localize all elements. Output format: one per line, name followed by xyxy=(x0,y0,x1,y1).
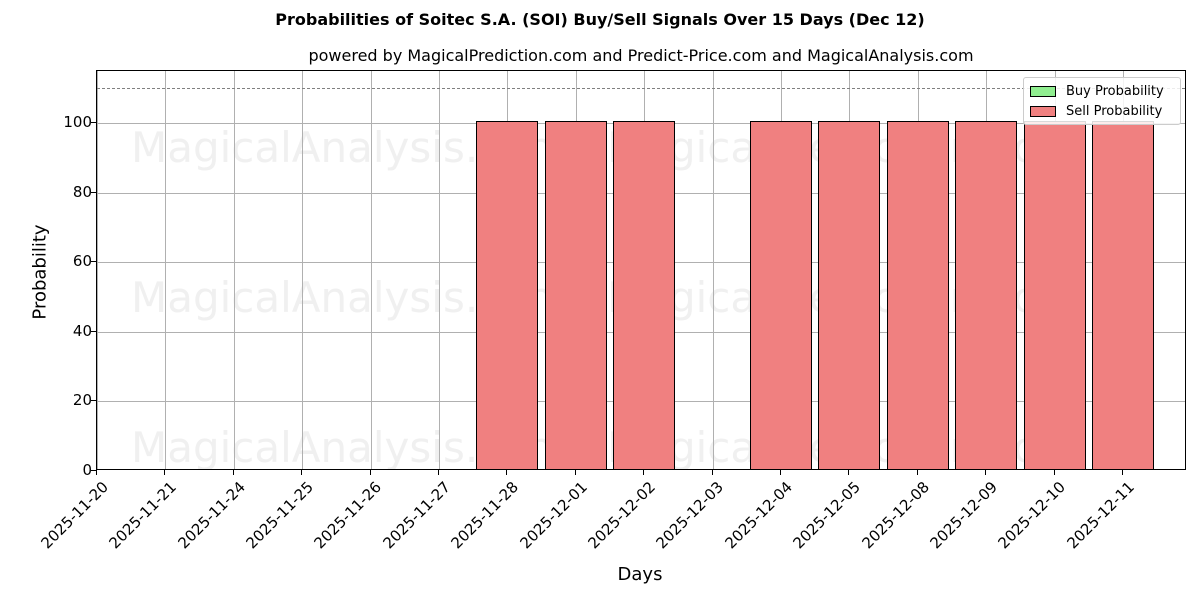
y-tick-label: 20 xyxy=(72,391,92,410)
y-tick-mark xyxy=(91,261,96,263)
reference-line xyxy=(97,88,1185,90)
x-tick-label: 2025-11-27 xyxy=(379,478,454,553)
x-tick-label: 2025-12-11 xyxy=(1063,478,1138,553)
x-tick-mark xyxy=(1122,470,1123,475)
sell-probability-bar xyxy=(1023,121,1086,469)
sell-swatch-icon xyxy=(1030,105,1056,117)
sell-probability-bar xyxy=(750,121,812,469)
legend-item-buy: Buy Probability xyxy=(1030,83,1164,99)
x-tick-mark xyxy=(711,470,713,475)
chart-title: Probabilities of Soitec S.A. (SOI) Buy/S… xyxy=(275,10,925,29)
x-tick-label: 2025-11-24 xyxy=(174,478,249,553)
gridline-vertical xyxy=(439,71,440,469)
plot-area: MagicalAnalysis.comMagicalPrediction.com… xyxy=(96,70,1186,470)
x-tick-mark xyxy=(848,470,850,475)
y-tick-label: 100 xyxy=(63,113,92,132)
x-tick-mark xyxy=(574,470,576,475)
x-tick-mark xyxy=(301,470,303,475)
legend-label-sell: Sell Probability xyxy=(1066,103,1163,119)
legend: Buy Probability Sell Probability xyxy=(1023,77,1181,125)
x-tick-mark xyxy=(506,470,508,475)
x-tick-mark xyxy=(369,470,371,475)
x-tick-label: 2025-11-20 xyxy=(37,478,112,553)
gridline-vertical xyxy=(302,71,304,469)
y-tick-mark xyxy=(91,400,96,402)
buy-swatch-icon xyxy=(1030,85,1056,97)
y-tick-mark xyxy=(91,191,96,193)
y-tick-label: 40 xyxy=(72,321,92,340)
x-tick-label: 2025-12-05 xyxy=(789,478,865,553)
chart-subtitle: powered by MagicalPrediction.com and Pre… xyxy=(308,46,974,65)
gridline-vertical xyxy=(97,71,98,469)
y-tick-mark xyxy=(91,470,96,471)
sell-probability-bar xyxy=(544,121,607,469)
x-tick-label: 2025-11-26 xyxy=(310,478,386,553)
x-tick-mark xyxy=(916,470,918,475)
x-tick-label: 2025-12-10 xyxy=(994,478,1070,553)
x-axis-label: Days xyxy=(617,564,663,585)
x-tick-mark xyxy=(438,470,439,475)
legend-item-sell: Sell Probability xyxy=(1030,103,1162,119)
x-tick-mark xyxy=(1053,470,1055,475)
gridline-vertical xyxy=(370,71,372,469)
x-tick-label: 2025-12-02 xyxy=(584,478,659,553)
x-tick-mark xyxy=(232,470,234,475)
sell-probability-bar xyxy=(1092,121,1154,469)
gridline-vertical xyxy=(165,71,167,469)
sell-probability-bar xyxy=(613,121,676,469)
sell-probability-bar xyxy=(955,121,1018,469)
x-tick-mark xyxy=(780,470,781,475)
gridline-vertical xyxy=(712,71,714,469)
x-tick-label: 2025-12-09 xyxy=(926,478,1001,553)
x-tick-label: 2025-12-04 xyxy=(721,478,796,553)
x-tick-mark xyxy=(96,470,97,475)
y-tick-label: 80 xyxy=(72,182,92,201)
x-tick-label: 2025-12-01 xyxy=(516,478,591,553)
gridline-vertical xyxy=(233,71,235,469)
y-tick-mark xyxy=(91,122,96,124)
sell-probability-bar xyxy=(818,121,881,469)
sell-probability-bar xyxy=(886,121,949,469)
x-tick-label: 2025-12-08 xyxy=(858,478,933,553)
x-tick-label: 2025-11-25 xyxy=(242,478,317,553)
legend-label-buy: Buy Probability xyxy=(1066,83,1164,99)
x-tick-label: 2025-12-03 xyxy=(652,478,728,553)
sell-probability-bar xyxy=(476,121,539,469)
y-axis-label: Probability xyxy=(29,224,51,320)
x-tick-mark xyxy=(643,470,645,475)
y-tick-label: 60 xyxy=(72,252,92,271)
x-tick-label: 2025-11-28 xyxy=(447,478,523,553)
x-tick-mark xyxy=(164,470,166,475)
x-tick-mark xyxy=(985,470,987,475)
y-tick-mark xyxy=(91,330,96,332)
x-tick-label: 2025-11-21 xyxy=(105,478,181,553)
y-tick-label: 0 xyxy=(82,461,92,479)
